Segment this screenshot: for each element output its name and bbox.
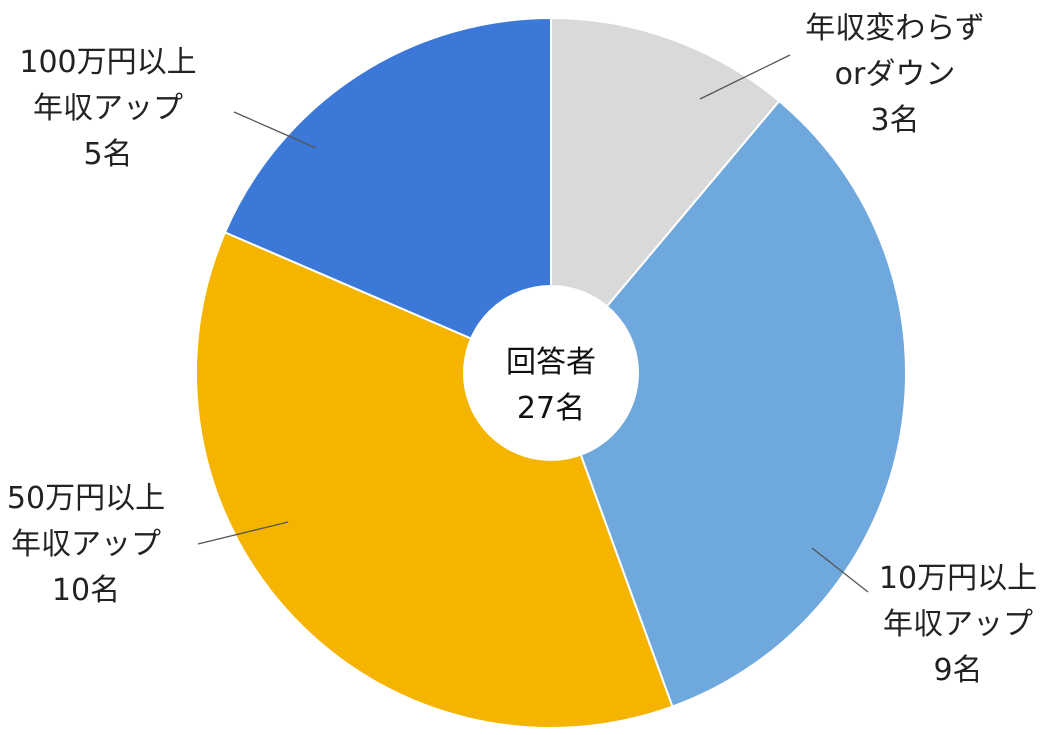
center-label-line2: 27名: [517, 391, 585, 426]
leader-line-no-change: [699, 54, 791, 100]
slice-label-50man: 50万円以上年収アップ 10名: [7, 481, 165, 608]
slice-label-no-change: 年収変わらず orダウン 3名: [805, 11, 984, 138]
leader-line-50man: [197, 521, 289, 545]
slice-label-line: 10名: [52, 573, 120, 608]
slice-label-line: 年収アップ: [11, 527, 161, 562]
slice-label-line: 10万円以上: [879, 561, 1037, 596]
pie-slice-10man: [549, 99, 908, 708]
slice-group: [195, 16, 908, 730]
leader-line-100man: [233, 111, 317, 149]
slice-label-line: 9名: [933, 653, 982, 688]
slice-label-line: 年収アップ: [33, 91, 183, 126]
donut-hole: [463, 285, 639, 461]
leader-line-group: [197, 54, 869, 593]
slice-label-100man: 100万円以上年収アップ 5名: [19, 45, 196, 172]
leader-line-10man: [811, 547, 869, 593]
slice-label-line: 50万円以上: [7, 481, 165, 516]
slice-label-line: 5名: [83, 137, 132, 172]
slice-label-10man: 10万円以上年収アップ 9名: [879, 561, 1037, 688]
slice-label-line: 年収アップ: [883, 607, 1033, 642]
pie-slice-50man: [195, 231, 674, 730]
slice-label-line: orダウン: [835, 57, 956, 92]
pie-slice-100man: [223, 16, 552, 375]
slice-label-line: 3名: [870, 103, 919, 138]
slice-label-line: 年収変わらず: [805, 11, 984, 46]
pie-slice-no-change: [550, 16, 781, 376]
slice-label-line: 100万円以上: [19, 45, 196, 80]
center-label-line1: 回答者: [506, 345, 596, 380]
